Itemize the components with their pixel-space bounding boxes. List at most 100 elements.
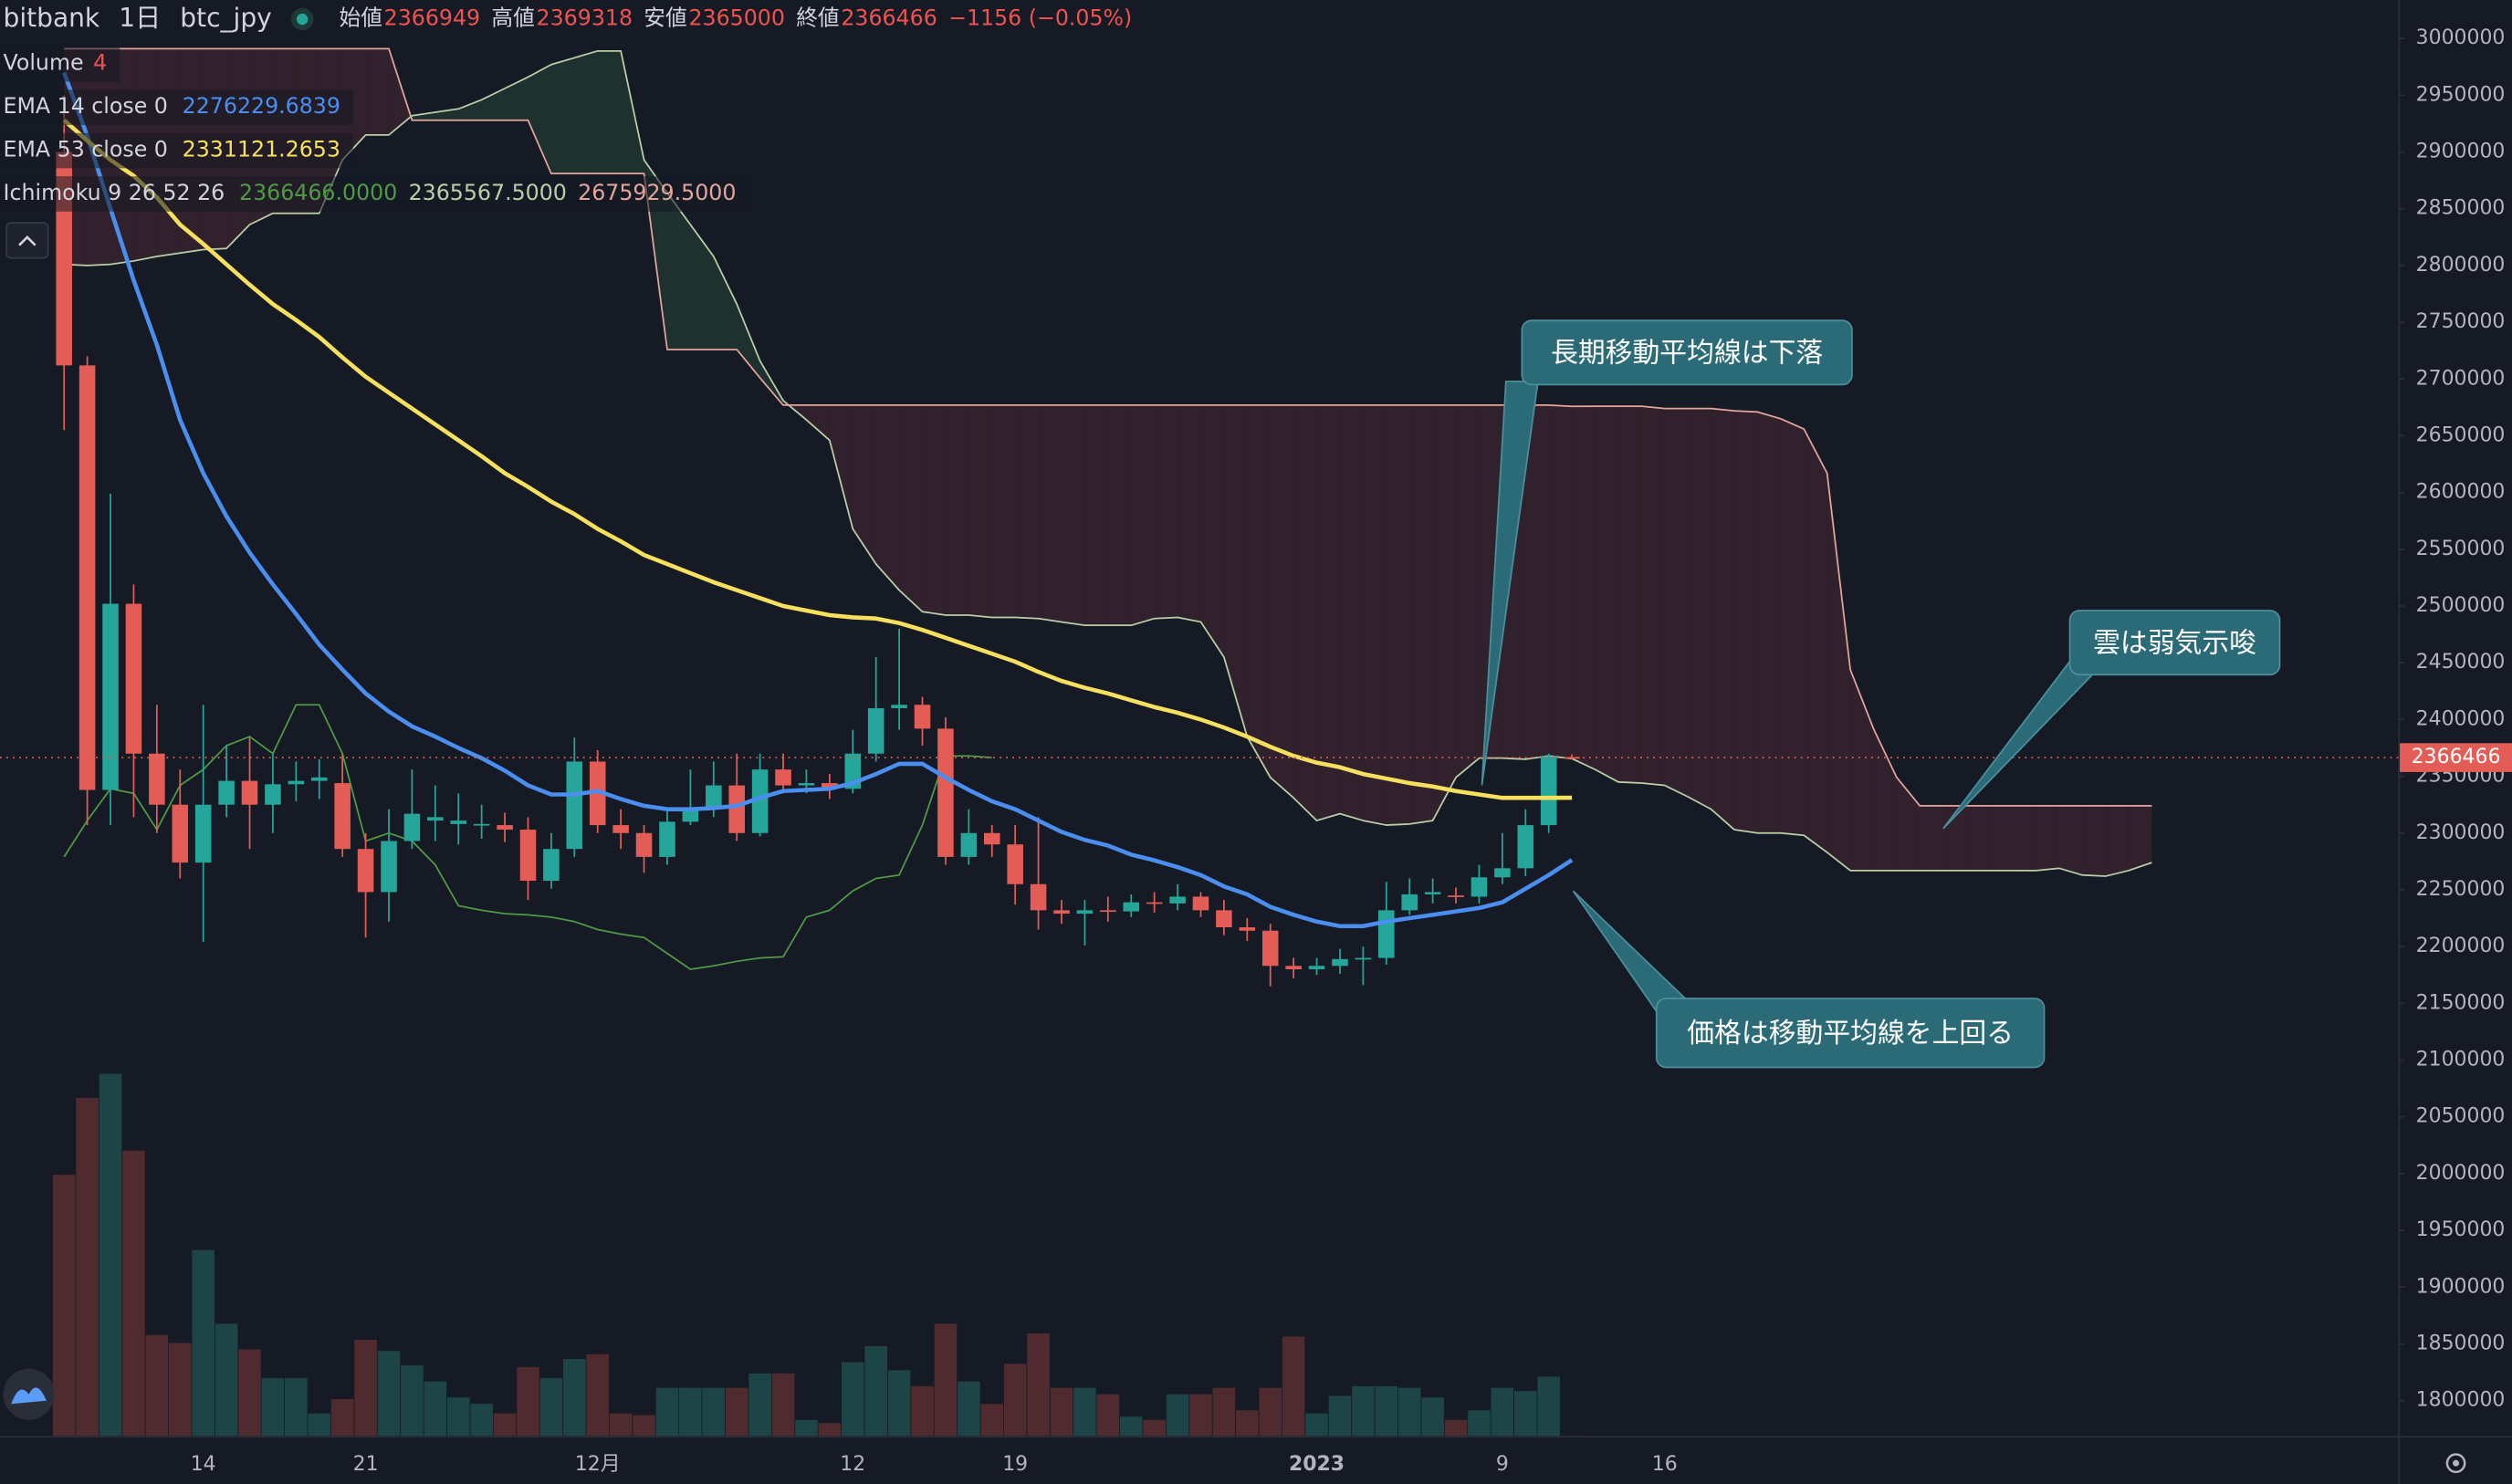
cloud-fill [528, 64, 551, 174]
candle-body [450, 820, 467, 824]
candle-body [775, 769, 791, 786]
volume-bar [980, 1404, 1004, 1437]
candle-body [728, 785, 745, 833]
cloud-fill [481, 88, 506, 120]
volume-bar [377, 1351, 401, 1437]
cloud-fill [1804, 429, 1827, 852]
volume-bar [1537, 1376, 1560, 1437]
tradingview-logo[interactable] [3, 1368, 55, 1420]
candle-body [798, 783, 815, 786]
cloud-fill [1989, 805, 2013, 871]
legend-value: 4 [93, 50, 107, 76]
y-tick-label: 1950000 [2416, 1218, 2506, 1241]
candle-body [125, 603, 142, 754]
cloud-fill [1386, 404, 1410, 826]
cloud-fill [1896, 777, 1921, 871]
candle-body [635, 832, 653, 857]
candle-body [914, 705, 931, 729]
volume-bar [285, 1378, 308, 1437]
volume-bar [1468, 1410, 1491, 1437]
cloud-fill [1270, 404, 1294, 799]
cloud-fill [806, 404, 830, 441]
volume-bar [1305, 1413, 1328, 1437]
candle-body [1169, 896, 1186, 904]
x-tick-label: 19 [1002, 1453, 1028, 1476]
cloud-fill [1178, 404, 1201, 622]
cloud-fill [458, 99, 482, 120]
change: −1156 (−0.05%) [948, 5, 1132, 31]
candle-body [1053, 910, 1070, 914]
volume-bar [308, 1413, 331, 1437]
volume-bar [470, 1404, 493, 1437]
candle-body [960, 832, 978, 857]
volume-bar [911, 1385, 934, 1437]
volume-bar [1027, 1332, 1050, 1437]
cloud-fill [1595, 406, 1618, 782]
last-price-label: 2366466 [2412, 746, 2501, 768]
candle-body [288, 780, 305, 785]
volume-bar [122, 1150, 145, 1437]
cloud-fill [574, 50, 598, 174]
volume-bar [1073, 1387, 1096, 1437]
volume-bar [887, 1370, 911, 1437]
volume-bar [1212, 1387, 1236, 1437]
volume-bar [401, 1365, 424, 1437]
candle-body [172, 804, 189, 863]
status-dot [297, 13, 309, 26]
volume-bar [1259, 1387, 1282, 1437]
volume-bar [795, 1419, 818, 1437]
candle-body [937, 728, 954, 857]
cloud-fill [875, 404, 900, 590]
volume-bar [655, 1387, 679, 1437]
volume-bar [1119, 1416, 1143, 1437]
volume-bar [1352, 1385, 1375, 1437]
y-tick-label: 2700000 [2416, 367, 2506, 390]
y-tick-label: 2300000 [2416, 821, 2506, 844]
candle-body [194, 804, 212, 863]
y-tick-label: 2450000 [2416, 651, 2506, 674]
y-tick-label: 2100000 [2416, 1049, 2506, 1071]
cloud-fill [968, 404, 992, 618]
interval: 1日 [119, 3, 161, 33]
x-tick-label: 12月 [575, 1453, 621, 1476]
callout-pointer [1481, 381, 1539, 786]
callout-cover [1523, 321, 1851, 383]
cloud-fill [2012, 805, 2036, 871]
cloud-fill [388, 48, 413, 135]
cloud-fill [922, 404, 946, 615]
legend-row-bg [0, 89, 353, 125]
cloud-fill [1548, 404, 1573, 759]
candle-body [357, 849, 374, 893]
volume-bar [1375, 1385, 1398, 1437]
y-tick-label: 2500000 [2416, 594, 2506, 617]
y-tick-label: 2800000 [2416, 254, 2506, 277]
candle-body [1100, 910, 1116, 913]
settings-icon[interactable] [2445, 1453, 2466, 1474]
cloud-fill [1107, 404, 1132, 626]
candle-body [1007, 844, 1023, 884]
volume-bar [633, 1415, 655, 1437]
volume-bar [864, 1345, 887, 1437]
candle-body [1123, 902, 1140, 912]
volume-bar [1096, 1394, 1120, 1437]
y-tick-label: 2250000 [2416, 878, 2506, 901]
candle-body [102, 603, 119, 790]
ohlc-label: 始値 [340, 5, 382, 31]
collapse-button[interactable] [5, 222, 49, 259]
legend-name: Ichimoku 9 26 52 26 [4, 180, 225, 205]
legend-value: 2331121.2653 [183, 137, 340, 162]
candle-body [1401, 894, 1418, 911]
cloud-fill [1525, 404, 1549, 759]
cloud-fill [1432, 404, 1457, 821]
candle-body [334, 783, 351, 850]
cloud-fill [666, 193, 691, 350]
cloud-fill [713, 256, 738, 350]
volume-bar [1421, 1397, 1444, 1437]
candle-body [1332, 958, 1348, 967]
y-tick-label: 2150000 [2416, 991, 2506, 1014]
candle-body [1564, 757, 1580, 759]
candle-body [1378, 910, 1395, 958]
volume-bar [261, 1378, 285, 1437]
